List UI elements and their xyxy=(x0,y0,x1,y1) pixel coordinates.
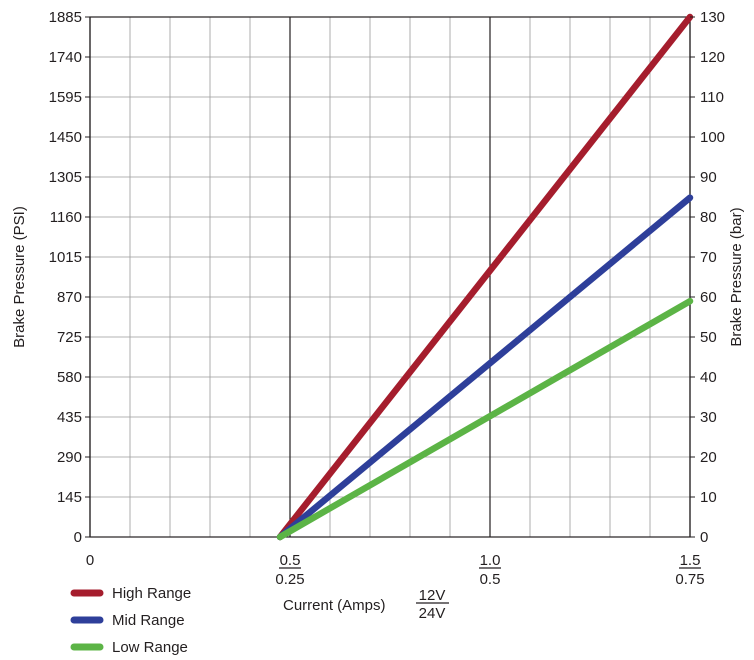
y-right-tick-label: 130 xyxy=(700,9,725,26)
y-left-tick-labels: 0 145 290 435 580 725 870 1015 1160 1305 1450 1595 1… xyxy=(49,9,90,546)
y-right-tick-label: 0 xyxy=(700,529,708,546)
legend-label: High Range xyxy=(112,585,191,602)
x-tick-labels: 0 0.5 0.25 1.0 0.5 1.5 0.75 xyxy=(86,552,705,588)
y-right-tick-label: 30 xyxy=(700,409,717,426)
y-left-tick-label: 1160 xyxy=(50,209,82,226)
y-left-tick-label: 435 xyxy=(57,409,82,426)
y-right-tick-label: 10 xyxy=(700,489,717,506)
y-left-tick-label: 870 xyxy=(57,289,82,306)
y-left-tick-label: 1885 xyxy=(49,9,82,26)
y-right-tick-label: 80 xyxy=(700,209,717,226)
plot-frame xyxy=(89,16,691,538)
y-left-tick-label: 1450 xyxy=(49,129,82,146)
legend: High Range Mid Range Low Range xyxy=(70,585,191,656)
y-right-tick-label: 90 xyxy=(700,169,717,186)
y-right-tick-label: 70 xyxy=(700,249,717,266)
y-left-tick-label: 725 xyxy=(57,329,82,346)
y-left-tick-label: 1595 xyxy=(49,89,82,106)
grid xyxy=(89,16,691,538)
y-right-tick-label: 120 xyxy=(700,49,725,66)
x-tick-label-24v: 0.75 xyxy=(675,571,704,588)
y-left-tick-label: 0 xyxy=(74,529,82,546)
y-left-tick-label: 290 xyxy=(57,449,82,466)
x-axis-label-top: 12V xyxy=(419,587,446,604)
legend-label: Low Range xyxy=(112,639,188,656)
y-right-tick-label: 110 xyxy=(700,89,724,106)
series-line xyxy=(276,13,694,541)
y-left-tick-label: 580 xyxy=(57,369,82,386)
y-right-tick-label: 20 xyxy=(700,449,717,466)
y-left-tick-label: 145 xyxy=(57,489,82,506)
y-right-tick-label: 100 xyxy=(700,129,725,146)
x-axis-label: Current (Amps) xyxy=(283,597,386,614)
y-right-axis-label: Brake Pressure (bar) xyxy=(728,207,745,346)
x-tick-label-24v: 0.25 xyxy=(275,571,304,588)
y-right-tick-label: 40 xyxy=(700,369,717,386)
y-left-tick-label: 1305 xyxy=(49,169,82,186)
y-left-axis-label: Brake Pressure (PSI) xyxy=(11,206,28,348)
series-line xyxy=(276,194,694,541)
y-right-tick-labels: 0 10 20 30 40 50 60 70 80 90 100 110 120 130 xyxy=(690,9,725,546)
y-right-tick-label: 60 xyxy=(700,289,717,306)
x-axis-label-bottom: 24V xyxy=(419,605,446,622)
x-tick-label-24v: 0.5 xyxy=(480,571,501,588)
x-tick-label: 0 xyxy=(86,552,94,569)
y-left-tick-label: 1015 xyxy=(49,249,82,266)
x-tick-label: 1.0 xyxy=(480,552,501,569)
y-left-tick-label: 1740 xyxy=(49,49,82,66)
series-lines xyxy=(276,13,694,541)
y-right-tick-label: 50 xyxy=(700,329,717,346)
legend-label: Mid Range xyxy=(112,612,185,629)
x-tick-label: 1.5 xyxy=(680,552,701,569)
series-line xyxy=(276,297,694,541)
x-tick-label: 0.5 xyxy=(280,552,301,569)
